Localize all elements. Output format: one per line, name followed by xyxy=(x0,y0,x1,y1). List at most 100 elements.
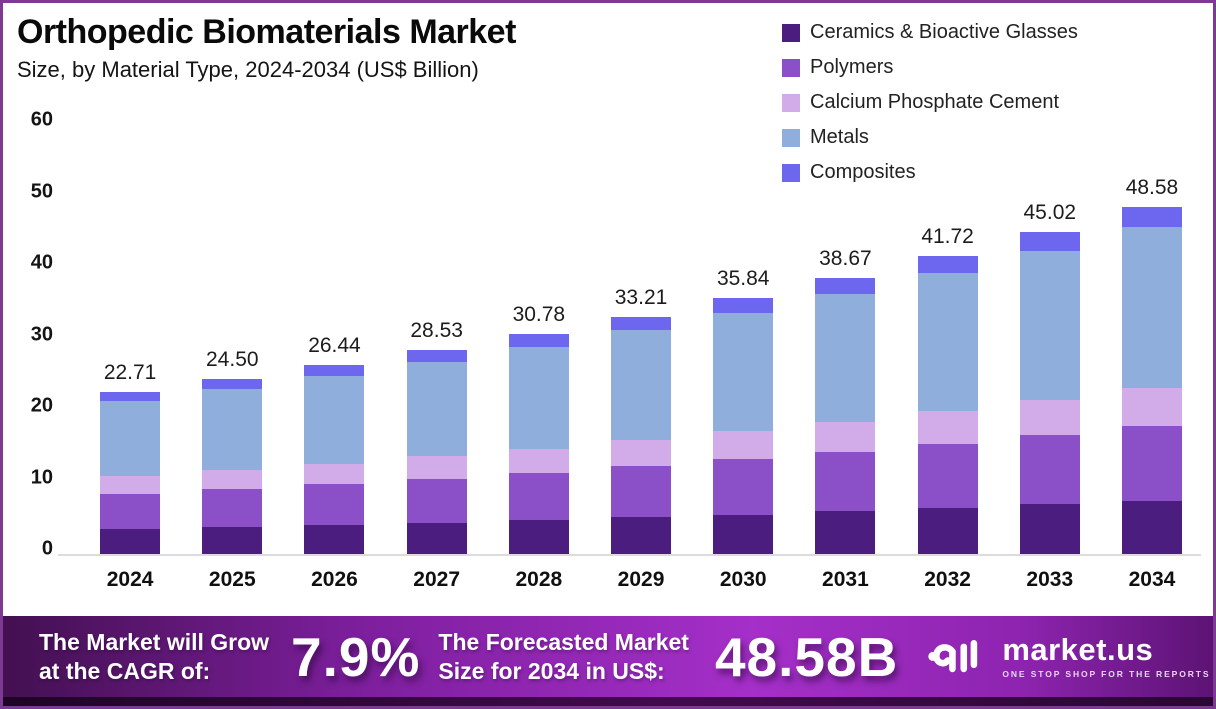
bar-segment-2025-metals xyxy=(202,389,263,471)
y-tick-label-40: 40 xyxy=(30,251,53,274)
marketus-logo: market.us ONE STOP SHOP FOR THE REPORTS xyxy=(928,631,1210,679)
legend-item-3: Calcium Phosphate Cement xyxy=(782,85,1078,120)
bar-segment-2025-calcium-phosphate-cement xyxy=(202,470,263,490)
legend-item-5: Composites xyxy=(782,155,1078,190)
legend-swatch-icon xyxy=(782,23,800,42)
bar-column-2030: 35.84 xyxy=(692,267,794,554)
bar-segment-2026-composites xyxy=(304,364,365,376)
bar-column-2027: 28.53 xyxy=(386,319,488,554)
bar-segment-2032-calcium-phosphate-cement xyxy=(917,411,978,444)
x-axis-label-2029: 2029 xyxy=(617,568,665,591)
bar-segment-2028-composites xyxy=(508,333,569,347)
legend-item-1: Ceramics & Bioactive Glasses xyxy=(782,15,1078,50)
bar-total-label-2026: 26.44 xyxy=(308,333,361,357)
y-tick-label-50: 50 xyxy=(30,179,53,202)
bar-column-2028: 30.78 xyxy=(488,303,590,554)
bar-segment-2026-calcium-phosphate-cement xyxy=(304,463,365,485)
stacked-bar-2030 xyxy=(713,297,774,554)
bar-segment-2034-composites xyxy=(1121,206,1182,227)
bar-segment-2031-composites xyxy=(815,277,876,294)
stacked-bar-2034 xyxy=(1121,206,1182,554)
x-axis-baseline xyxy=(58,554,1201,556)
y-tick-label-10: 10 xyxy=(30,465,53,488)
bar-total-label-2024: 22.71 xyxy=(103,360,157,384)
bar-segment-2029-metals xyxy=(611,330,672,441)
bar-column-2029: 33.21 xyxy=(590,286,692,554)
y-tick-label-30: 30 xyxy=(30,322,53,345)
bar-segment-2027-metals xyxy=(406,361,467,457)
bar-segment-2026-polymers xyxy=(304,484,365,525)
legend-label: Metals xyxy=(810,126,869,148)
bar-segment-2031-ceramics-bioactive-glasses xyxy=(815,511,876,554)
bar-column-2026: 26.44 xyxy=(283,334,385,554)
stacked-bar-2033 xyxy=(1019,232,1080,554)
legend-swatch-icon xyxy=(782,128,800,147)
bar-total-label-2028: 30.78 xyxy=(512,302,566,326)
stacked-bar-2026 xyxy=(304,364,365,554)
bar-column-2025: 24.50 xyxy=(181,348,283,554)
cagr-value: 7.9% xyxy=(291,625,421,688)
bar-segment-2027-calcium-phosphate-cement xyxy=(406,456,467,479)
legend-label: Polymers xyxy=(810,56,894,78)
banner-bottom-strip xyxy=(3,697,1213,706)
chart-subtitle: Size, by Material Type, 2024-2034 (US$ B… xyxy=(17,57,479,83)
legend-label: Calcium Phosphate Cement xyxy=(810,91,1060,113)
forecast-label: The Forecasted Market Size for 2034 in U… xyxy=(438,628,689,686)
bar-column-2031: 38.67 xyxy=(794,247,896,554)
bar-segment-2028-calcium-phosphate-cement xyxy=(508,448,569,473)
x-axis-label-2027: 2027 xyxy=(413,568,461,591)
bar-segment-2030-metals xyxy=(713,312,774,432)
legend-label: Composites xyxy=(810,161,916,183)
bar-segment-2032-composites xyxy=(917,255,978,274)
bar-segment-2025-ceramics-bioactive-glasses xyxy=(202,527,263,554)
stacked-bar-2027 xyxy=(406,350,467,554)
bar-segment-2033-polymers xyxy=(1019,435,1080,505)
chart-header: Orthopedic Biomaterials Market Size, by … xyxy=(17,13,516,83)
x-axis-label-2026: 2026 xyxy=(311,568,358,591)
x-axis-label-2025: 2025 xyxy=(208,568,256,591)
bar-segment-2032-ceramics-bioactive-glasses xyxy=(917,508,978,554)
stacked-bar-2029 xyxy=(611,316,672,554)
bar-segment-2029-polymers xyxy=(611,466,672,518)
bar-segment-2032-polymers xyxy=(917,443,978,509)
bar-segment-2029-composites xyxy=(611,316,672,331)
x-axis-label-2034: 2034 xyxy=(1128,568,1176,591)
x-axis-label-2033: 2033 xyxy=(1026,568,1074,591)
bar-segment-2029-calcium-phosphate-cement xyxy=(611,440,672,467)
stacked-bar-2028 xyxy=(508,333,569,554)
bar-total-label-2027: 28.53 xyxy=(410,319,463,343)
bar-total-label-2032: 41.72 xyxy=(921,224,974,248)
stacked-bar-2031 xyxy=(815,277,876,554)
bar-segment-2030-ceramics-bioactive-glasses xyxy=(713,514,774,554)
bar-segment-2034-calcium-phosphate-cement xyxy=(1121,387,1182,426)
cagr-label-line1: The Market will Grow xyxy=(39,628,270,655)
bar-column-2032: 41.72 xyxy=(897,225,999,554)
bar-segment-2024-composites xyxy=(100,391,161,402)
bars-container: 22.71 24.50 26.44 28.53 30.78 33.21 35.84 38.67… xyxy=(79,125,1203,554)
forecast-value: 48.58B xyxy=(714,625,899,688)
bar-segment-2024-calcium-phosphate-cement xyxy=(100,476,161,495)
stacked-bar-2032 xyxy=(917,255,978,554)
marketus-logo-icon xyxy=(928,639,978,672)
x-axis-label-2024: 2024 xyxy=(106,568,154,591)
bar-segment-2024-metals xyxy=(100,401,161,477)
marketus-logo-wordmark: market.us xyxy=(1002,631,1154,667)
legend-swatch-icon xyxy=(782,93,800,112)
stacked-bar-2024 xyxy=(100,391,161,554)
bar-total-label-2025: 24.50 xyxy=(206,347,259,371)
x-axis-label-2028: 2028 xyxy=(515,568,563,591)
bar-segment-2024-ceramics-bioactive-glasses xyxy=(100,528,161,554)
y-tick-label-60: 60 xyxy=(30,108,53,131)
bar-segment-2033-ceramics-bioactive-glasses xyxy=(1019,504,1080,554)
bar-segment-2031-metals xyxy=(815,293,876,422)
bar-segment-2028-metals xyxy=(508,346,569,449)
bar-segment-2030-polymers xyxy=(713,459,774,515)
bar-segment-2027-composites xyxy=(406,350,467,362)
bar-segment-2030-calcium-phosphate-cement xyxy=(713,431,774,460)
bar-segment-2033-composites xyxy=(1019,232,1080,251)
y-tick-label-0: 0 xyxy=(41,537,53,560)
chart-title: Orthopedic Biomaterials Market xyxy=(17,13,516,51)
cagr-label-line2: at the CAGR of: xyxy=(39,657,211,684)
legend-swatch-icon xyxy=(782,58,800,77)
